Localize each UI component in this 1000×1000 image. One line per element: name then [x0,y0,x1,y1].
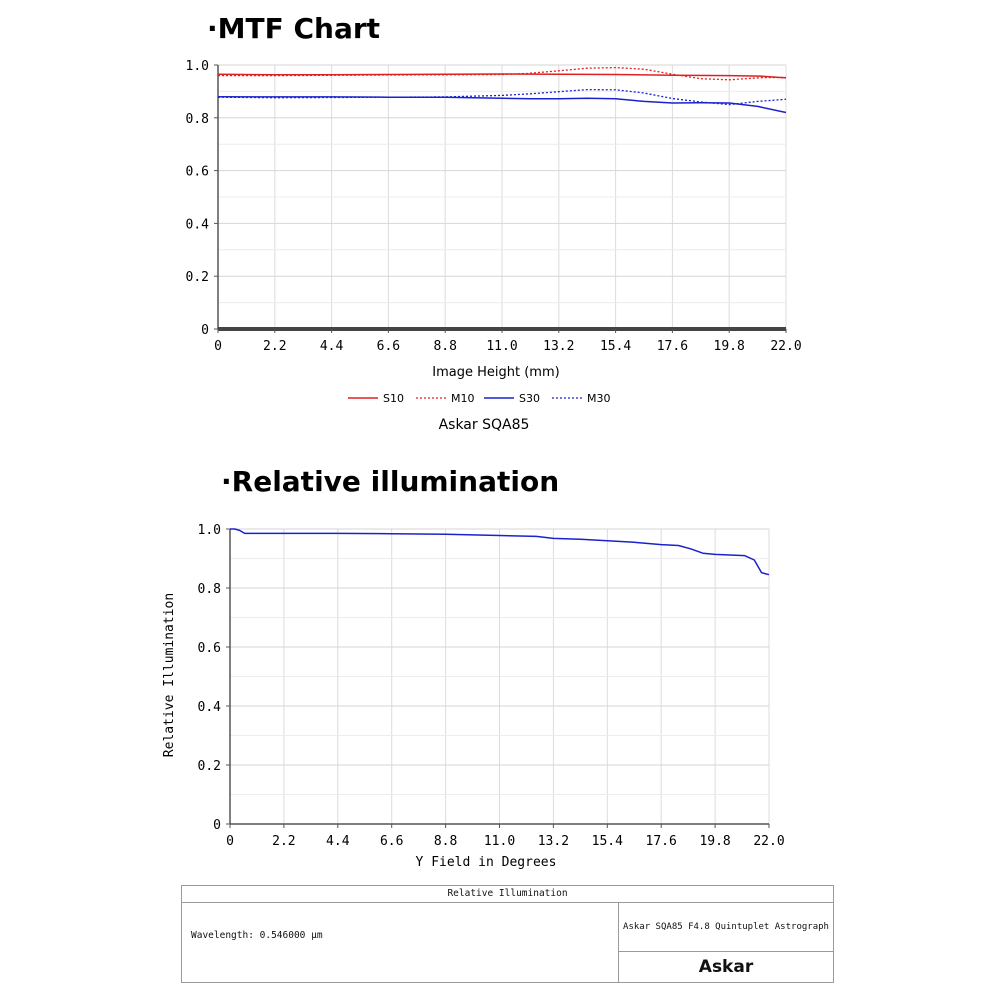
relative-illumination-chart: Y Field in Degrees Relative Illumination… [162,523,785,870]
y-tick-label: 0.6 [198,641,221,656]
y-tick-label: 0.4 [186,217,210,232]
legend-label-m30: M30 [587,392,611,405]
y-tick-label: 0.4 [198,700,222,715]
info-box-wavelength-cell: Wavelength: 0.546000 µm [182,903,619,982]
x-tick-label: 22.0 [753,834,784,849]
mtf-chart-title: ·MTF Chart [207,12,381,45]
x-tick-label: 19.8 [699,834,730,849]
info-box-header: Relative Illumination [182,886,833,903]
x-tick-label: 2.2 [263,339,286,354]
legend-label-s30: S30 [519,392,540,405]
x-tick-label: 8.8 [433,339,456,354]
x-tick-label: 19.8 [714,339,745,354]
x-tick-label: 13.2 [538,834,569,849]
y-tick-label: 0.6 [186,165,209,180]
x-tick-label: 0 [226,834,234,849]
askar-logo: Askar [698,957,754,977]
lens-name: Askar SQA85 F4.8 Quintuplet Astrograph [619,903,833,952]
relative-illumination-title: ·Relative illumination [221,465,560,498]
legend-label-s10: S10 [383,392,404,405]
x-tick-label: 2.2 [272,834,295,849]
y-tick-label: 0.8 [186,112,209,127]
x-tick-label: 4.4 [326,834,350,849]
y-tick-label: 1.0 [198,523,221,538]
x-tick-label: 17.6 [646,834,677,849]
y-tick-label: 0 [213,818,221,833]
y-tick-label: 0.2 [186,270,209,285]
x-tick-label: 15.4 [600,339,631,354]
x-tick-label: 6.6 [377,339,400,354]
x-tick-label: 0 [214,339,222,354]
wavelength-text: Wavelength: 0.546000 µm [191,930,323,941]
x-tick-label: 4.4 [320,339,344,354]
info-box: Relative Illumination Wavelength: 0.5460… [181,885,834,983]
x-tick-label: 17.6 [657,339,688,354]
x-tick-label: 22.0 [770,339,801,354]
mtf-chart-subtitle: Askar SQA85 [439,417,530,433]
x-tick-label: 13.2 [543,339,574,354]
x-tick-label: 11.0 [484,834,515,849]
mtf-chart: Askar SQA85 Image Height (mm) 0 0.2 0.4 0.6… [186,59,802,433]
mtf-x-axis-label: Image Height (mm) [432,365,559,380]
x-tick-label: 6.6 [380,834,403,849]
ri-x-axis-label: Y Field in Degrees [416,855,557,870]
x-tick-label: 11.0 [486,339,517,354]
series-line-curve-0 [230,528,770,576]
y-tick-label: 0.8 [198,582,221,597]
x-tick-label: 15.4 [592,834,623,849]
series-line-s30 [217,95,787,114]
ri-y-axis-label: Relative Illumination [162,593,177,757]
y-tick-label: 0.2 [198,759,221,774]
y-tick-label: 0 [201,323,209,338]
legend-label-m10: M10 [451,392,475,405]
y-tick-label: 1.0 [186,59,209,74]
x-tick-label: 8.8 [434,834,457,849]
